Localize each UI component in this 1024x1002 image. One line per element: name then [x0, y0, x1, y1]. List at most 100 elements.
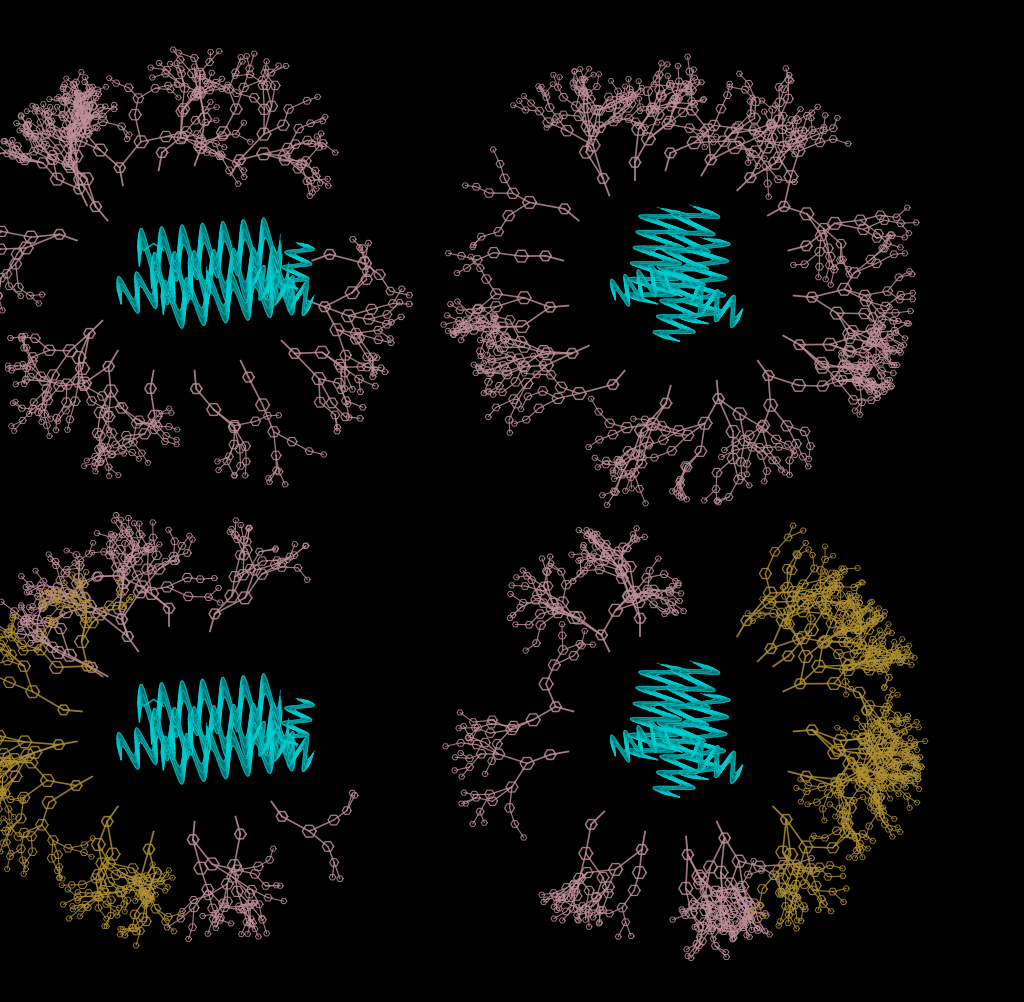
Polygon shape — [731, 754, 735, 765]
Polygon shape — [280, 266, 283, 292]
Polygon shape — [258, 266, 263, 279]
Polygon shape — [188, 275, 193, 293]
Polygon shape — [613, 281, 618, 293]
Polygon shape — [641, 740, 665, 745]
Polygon shape — [294, 720, 306, 722]
Polygon shape — [634, 287, 639, 299]
Polygon shape — [695, 741, 699, 753]
Polygon shape — [669, 323, 687, 328]
Polygon shape — [264, 297, 268, 317]
Polygon shape — [283, 733, 286, 755]
Polygon shape — [681, 739, 699, 743]
Polygon shape — [185, 739, 190, 755]
Polygon shape — [628, 278, 634, 291]
Polygon shape — [203, 760, 206, 781]
Polygon shape — [238, 742, 242, 766]
Polygon shape — [658, 791, 676, 796]
Polygon shape — [665, 284, 681, 287]
Polygon shape — [154, 285, 157, 303]
Polygon shape — [287, 271, 298, 273]
Polygon shape — [156, 710, 159, 736]
Polygon shape — [681, 755, 699, 757]
Polygon shape — [663, 271, 683, 277]
Polygon shape — [177, 309, 181, 328]
Polygon shape — [715, 755, 719, 767]
Polygon shape — [197, 299, 201, 322]
Polygon shape — [658, 730, 665, 743]
Polygon shape — [299, 719, 310, 721]
Polygon shape — [288, 710, 299, 713]
Polygon shape — [657, 723, 676, 728]
Polygon shape — [135, 741, 139, 760]
Polygon shape — [682, 282, 698, 285]
Polygon shape — [288, 735, 300, 737]
Polygon shape — [266, 300, 270, 318]
Polygon shape — [691, 287, 711, 290]
Polygon shape — [185, 284, 190, 299]
Polygon shape — [121, 279, 126, 295]
Polygon shape — [643, 702, 667, 705]
Polygon shape — [625, 295, 644, 299]
Polygon shape — [669, 233, 688, 239]
Polygon shape — [698, 305, 702, 316]
Polygon shape — [684, 721, 699, 724]
Polygon shape — [731, 317, 735, 328]
Polygon shape — [204, 737, 207, 759]
Polygon shape — [213, 249, 216, 269]
Polygon shape — [223, 677, 227, 700]
Polygon shape — [205, 736, 210, 750]
Polygon shape — [678, 276, 696, 280]
Polygon shape — [675, 274, 692, 279]
Polygon shape — [202, 763, 205, 782]
Polygon shape — [165, 690, 169, 716]
Polygon shape — [697, 664, 717, 670]
Polygon shape — [221, 303, 225, 323]
Polygon shape — [702, 667, 720, 673]
Polygon shape — [699, 718, 719, 720]
Polygon shape — [675, 257, 695, 264]
Polygon shape — [685, 262, 703, 266]
Polygon shape — [715, 757, 719, 769]
Polygon shape — [162, 286, 165, 309]
Polygon shape — [126, 289, 132, 306]
Polygon shape — [618, 289, 625, 301]
Polygon shape — [262, 731, 264, 755]
Polygon shape — [205, 742, 208, 767]
Polygon shape — [288, 276, 293, 289]
Polygon shape — [285, 280, 296, 282]
Polygon shape — [165, 234, 169, 261]
Polygon shape — [292, 741, 295, 765]
Polygon shape — [210, 713, 212, 739]
Polygon shape — [207, 726, 211, 743]
Polygon shape — [189, 258, 195, 273]
Polygon shape — [260, 688, 262, 715]
Polygon shape — [249, 715, 251, 741]
Polygon shape — [685, 249, 702, 253]
Polygon shape — [206, 282, 209, 305]
Polygon shape — [288, 255, 299, 258]
Polygon shape — [675, 277, 695, 283]
Polygon shape — [272, 269, 275, 291]
Polygon shape — [634, 299, 657, 304]
Polygon shape — [259, 744, 264, 757]
Polygon shape — [625, 280, 629, 293]
Polygon shape — [679, 756, 696, 759]
Polygon shape — [169, 745, 174, 760]
Polygon shape — [699, 287, 703, 299]
Polygon shape — [208, 276, 212, 293]
Polygon shape — [696, 687, 715, 691]
Polygon shape — [669, 779, 687, 784]
Polygon shape — [706, 755, 710, 767]
Polygon shape — [716, 747, 719, 760]
Polygon shape — [674, 723, 691, 726]
Polygon shape — [691, 297, 712, 299]
Polygon shape — [257, 722, 262, 735]
Polygon shape — [274, 703, 276, 726]
Polygon shape — [244, 219, 247, 241]
Polygon shape — [158, 239, 161, 267]
Polygon shape — [273, 742, 278, 757]
Polygon shape — [657, 268, 676, 273]
Polygon shape — [667, 284, 684, 287]
Polygon shape — [659, 732, 679, 736]
Polygon shape — [299, 739, 305, 753]
